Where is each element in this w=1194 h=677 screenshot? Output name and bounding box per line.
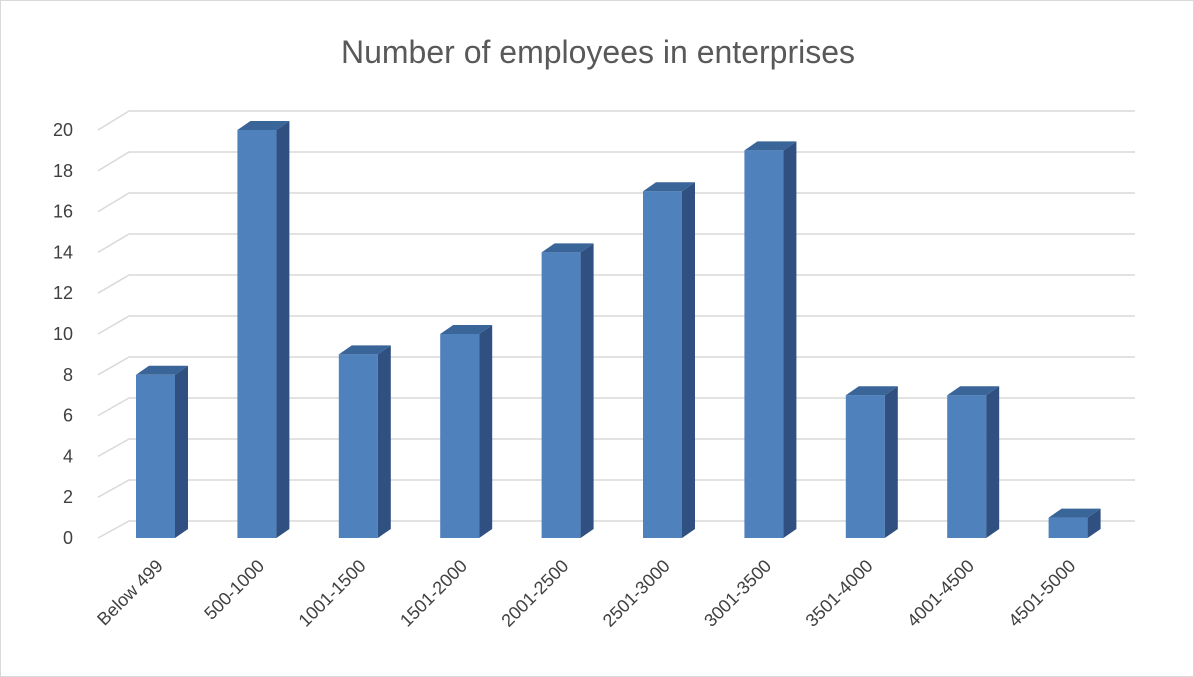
bar-top-face bbox=[338, 345, 391, 355]
gridline bbox=[97, 274, 1135, 294]
bar-front-face bbox=[237, 130, 277, 538]
gridline bbox=[97, 110, 1135, 131]
bar bbox=[237, 121, 290, 538]
x-category-label: 3501-4000 bbox=[802, 556, 877, 631]
bar bbox=[136, 365, 188, 538]
bar-top-face bbox=[136, 365, 188, 375]
gridline bbox=[97, 151, 1135, 172]
bar bbox=[947, 386, 1000, 538]
bar-front-face bbox=[744, 150, 784, 538]
x-category-label: 4501-5000 bbox=[1004, 556, 1079, 631]
bar-top-face bbox=[541, 243, 594, 253]
y-tick-label: 4 bbox=[63, 446, 73, 466]
bar bbox=[440, 325, 493, 538]
bars bbox=[136, 121, 1101, 538]
x-category-label: 4001-4500 bbox=[903, 556, 978, 631]
bar-top-face bbox=[845, 386, 898, 396]
bar-top-face bbox=[1048, 508, 1101, 518]
y-tick-label: 12 bbox=[53, 283, 73, 303]
gridline bbox=[97, 315, 1135, 335]
bar bbox=[1048, 508, 1101, 538]
bar-front-face bbox=[947, 395, 987, 538]
y-tick-label: 14 bbox=[53, 242, 73, 262]
bar bbox=[845, 386, 898, 538]
x-category-label: Below 499 bbox=[93, 556, 167, 630]
bar-top-face bbox=[237, 121, 290, 130]
x-category-label: 2501-3000 bbox=[599, 556, 674, 631]
bar-side-face bbox=[1087, 508, 1101, 538]
bar-side-face bbox=[783, 141, 797, 538]
bar-front-face bbox=[541, 252, 581, 538]
x-category-label: 3001-3500 bbox=[700, 556, 775, 631]
x-category-label: 500-1000 bbox=[200, 556, 268, 624]
gridline bbox=[97, 479, 1135, 498]
bar-front-face bbox=[440, 334, 480, 538]
bar-front-face bbox=[136, 374, 175, 538]
bar-side-face bbox=[884, 386, 898, 538]
x-category-label: 2001-2500 bbox=[497, 556, 572, 631]
gridlines bbox=[97, 110, 1135, 539]
y-tick-label: 0 bbox=[63, 528, 73, 548]
chart-title: Number of employees in enterprises bbox=[341, 34, 855, 70]
bar-side-face bbox=[479, 325, 493, 538]
y-tick-label: 18 bbox=[53, 161, 73, 181]
bar-top-face bbox=[440, 325, 493, 334]
gridline bbox=[97, 520, 1135, 539]
gridline bbox=[97, 192, 1135, 213]
gridline bbox=[97, 397, 1135, 417]
bar-side-face bbox=[580, 243, 594, 538]
gridline bbox=[97, 438, 1135, 458]
bar-top-face bbox=[643, 182, 695, 192]
bar-side-face bbox=[682, 182, 695, 538]
bar-side-face bbox=[276, 121, 290, 538]
bar bbox=[744, 141, 797, 538]
gridline bbox=[97, 233, 1135, 254]
bar-top-face bbox=[947, 386, 1000, 396]
bar-top-face bbox=[744, 141, 797, 151]
bar-front-face bbox=[1048, 517, 1088, 538]
bar bbox=[541, 243, 594, 538]
bar-front-face bbox=[338, 354, 378, 538]
gridline bbox=[97, 356, 1135, 376]
bar-front-face bbox=[845, 395, 885, 538]
y-axis-tick-labels: 0 2 4 6 8 10 12 14 16 18 20 bbox=[53, 120, 73, 548]
bar-side-face bbox=[377, 345, 391, 538]
y-tick-label: 6 bbox=[63, 406, 73, 426]
y-tick-label: 2 bbox=[63, 487, 73, 507]
x-category-label: 1501-2000 bbox=[396, 556, 471, 631]
bar-front-face bbox=[643, 191, 682, 538]
y-tick-label: 8 bbox=[63, 365, 73, 385]
x-axis-category-labels: Below 499 500-1000 1001-1500 1501-2000 2001-… bbox=[93, 556, 1079, 631]
x-category-label: 1001-1500 bbox=[295, 556, 370, 631]
bar bbox=[338, 345, 391, 538]
bar-side-face bbox=[986, 386, 1000, 538]
bar-side-face bbox=[175, 365, 188, 538]
y-tick-label: 20 bbox=[53, 120, 73, 140]
y-tick-label: 10 bbox=[53, 324, 73, 344]
bar bbox=[643, 182, 695, 538]
y-tick-label: 16 bbox=[53, 202, 73, 222]
